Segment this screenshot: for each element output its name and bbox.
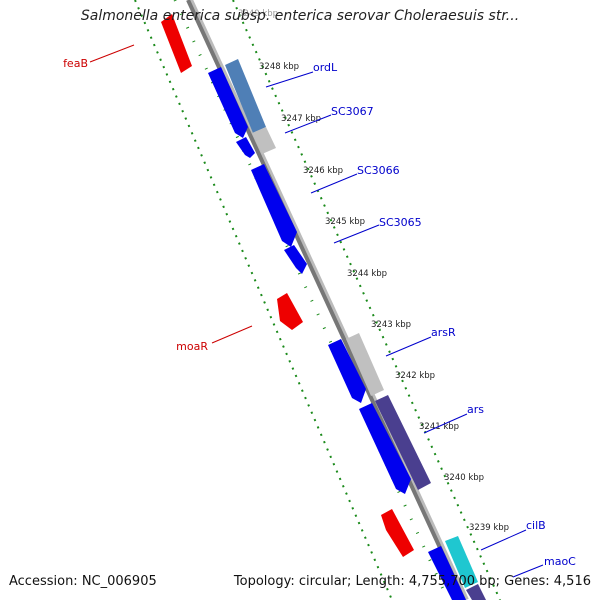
gene-moaR[interactable] <box>277 293 303 330</box>
gene-arsR[interactable] <box>346 333 384 396</box>
gene-label-ordL[interactable]: ordL <box>313 61 338 74</box>
gene-label-arsR[interactable]: arsR <box>431 326 456 339</box>
gene-blue-4[interactable] <box>359 403 411 494</box>
gene-label-SC3065[interactable]: SC3065 <box>379 216 422 229</box>
gene-label-SC3067[interactable]: SC3067 <box>331 105 374 118</box>
map-title: Salmonella enterica subsp. enterica sero… <box>80 8 520 24</box>
label-leader <box>512 564 544 578</box>
tick-label: 3245 kbp <box>325 217 365 227</box>
inner-tick-track <box>232 0 501 600</box>
accession-text: Accession: NC_006905 <box>9 574 157 589</box>
tick-label: 3239 kbp <box>469 523 509 533</box>
tick-label: 3242 kbp <box>395 371 435 381</box>
gene-label-feaB[interactable]: feaB <box>63 57 88 70</box>
label-leader <box>211 325 253 344</box>
label-leader <box>385 336 432 357</box>
outer-tick-track <box>134 0 393 600</box>
gene-maoC[interactable] <box>428 546 466 600</box>
gene-SC3066[interactable] <box>251 164 297 247</box>
gene-red-3[interactable] <box>381 509 414 557</box>
gene-blue-3[interactable] <box>328 339 366 403</box>
tick-label: 3241 kbp <box>419 422 459 432</box>
tick-label: 3246 kbp <box>303 166 343 176</box>
gene-label-moaR[interactable]: moaR <box>176 340 208 353</box>
label-leader <box>423 413 468 434</box>
label-leader <box>333 224 380 244</box>
label-leader <box>284 114 332 134</box>
tick-label: 3244 kbp <box>347 269 387 279</box>
gene-cilB[interactable] <box>445 536 478 588</box>
gene-SC3065[interactable] <box>284 245 307 274</box>
gene-label-SC3066[interactable]: SC3066 <box>357 164 400 177</box>
gene-blue-1[interactable] <box>208 67 248 138</box>
gene-SC3067[interactable] <box>252 127 276 154</box>
gene-ordL[interactable] <box>225 59 266 133</box>
gene-label-maoC[interactable]: maoC <box>544 555 576 568</box>
label-leader <box>310 173 358 194</box>
gene-label-ars[interactable]: ars <box>467 403 484 416</box>
tick-label: 3247 kbp <box>281 114 321 124</box>
label-leader <box>480 529 527 551</box>
tick-label: 3243 kbp <box>371 320 411 330</box>
tick-label: 3249 kbp <box>238 9 278 19</box>
genome-stats-text: Topology: circular; Length: 4,755,700 bp… <box>233 574 591 589</box>
tick-label: 3248 kbp <box>259 62 299 72</box>
tick-label: 3240 kbp <box>444 473 484 483</box>
gene-label-cilB[interactable]: cilB <box>526 519 546 532</box>
label-leader <box>265 71 314 88</box>
gene-blue-2[interactable] <box>236 137 255 158</box>
gene-ars[interactable] <box>375 395 431 490</box>
label-leader <box>89 44 135 63</box>
gene-purple-tail[interactable] <box>466 584 486 600</box>
gene-feaB[interactable] <box>161 14 192 73</box>
